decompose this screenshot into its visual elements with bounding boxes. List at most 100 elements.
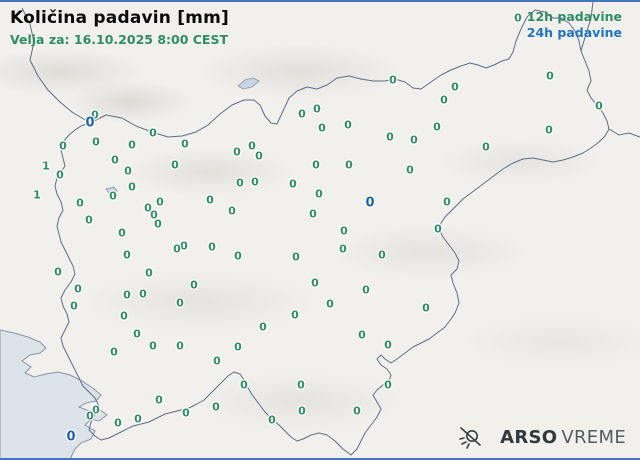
arso-text: ARSO (500, 426, 558, 448)
station-12h-value: 0 (248, 139, 256, 153)
station-12h-value: 0 (233, 145, 241, 159)
station-12h-value: 0 (144, 201, 152, 215)
station-12h-value: 0 (154, 217, 162, 231)
station-12h-value: 0 (234, 249, 242, 263)
station-12h-value: 0 (181, 137, 189, 151)
station-12h-value: 0 (482, 140, 490, 154)
station-12h-value: 0 (358, 328, 366, 342)
station-12h-value: 0 (312, 158, 320, 172)
station-12h-value: 0 (345, 158, 353, 172)
station-12h-value: 0 (251, 175, 259, 189)
station-12h-value: 0 (86, 409, 94, 423)
station-12h-value: 0 (545, 123, 553, 137)
station-12h-value: 0 (176, 339, 184, 353)
station-12h-value: 0 (440, 93, 448, 107)
station-12h-value: 0 (134, 412, 142, 426)
station-12h-value: 0 (111, 153, 119, 167)
station-12h-value: 0 (92, 403, 100, 417)
station-12h-value: 0 (384, 338, 392, 352)
station-12h-value: 0 (595, 99, 603, 113)
station-12h-value: 0 (297, 378, 305, 392)
station-12h-value: 0 (70, 299, 78, 313)
station-12h-value: 0 (182, 406, 190, 420)
lake-woerthersee (237, 77, 260, 90)
station-12h-value: 0 (313, 102, 321, 116)
station-12h-value: 0 (120, 309, 128, 323)
station-12h-value: 0 (433, 120, 441, 134)
legend-24h-padavine[interactable]: 24h padavine (526, 25, 622, 40)
station-12h-value: 0 (212, 400, 220, 414)
arso-branding: ARSO VREME (457, 424, 626, 450)
station-12h-value: 0 (128, 180, 136, 194)
station-12h-value: 0 (410, 133, 418, 147)
station-12h-value: 0 (268, 413, 276, 427)
station-12h-value: 0 (190, 278, 198, 292)
vreme-text: VREME (561, 426, 626, 448)
station-12h-value: 0 (546, 69, 554, 83)
station-12h-value: 0 (128, 138, 136, 152)
station-12h-value: 0 (434, 222, 442, 236)
station-12h-value: 0 (340, 224, 348, 238)
italy-austria-border (21, 7, 91, 124)
station-12h-value: 0 (118, 226, 126, 240)
station-12h-value: 0 (85, 213, 93, 227)
station-12h-value: 0 (109, 189, 117, 203)
lake-bled (105, 186, 118, 194)
weather-sun-icon (459, 427, 481, 449)
station-12h-value: 0 (54, 265, 62, 279)
station-12h-value: 0 (149, 339, 157, 353)
station-12h-value: 0 (156, 195, 164, 209)
station-12h-value: 0 (176, 296, 184, 310)
station-12h-value: 0 (289, 177, 297, 191)
station-12h-value: 0 (298, 107, 306, 121)
station-12h-value: 0 (59, 139, 67, 153)
station-12h-value: 0 (339, 242, 347, 256)
station-12h-value: 0 (173, 242, 181, 256)
map-valid-time: Velja za: 16.10.2025 8:00 CEST (10, 32, 228, 47)
station-12h-value: 0 (315, 187, 323, 201)
station-12h-value: 0 (298, 404, 306, 418)
station-12h-value: 0 (259, 320, 267, 334)
station-12h-value: 0 (123, 288, 131, 302)
station-12h-value: 0 (133, 327, 141, 341)
station-12h-value: 0 (56, 168, 64, 182)
station-12h-value: 0 (326, 297, 334, 311)
station-12h-value: 0 (150, 208, 158, 222)
station-12h-value: 0 (389, 73, 397, 87)
station-12h-value: 0 (155, 393, 163, 407)
station-12h-value: 0 (451, 80, 459, 94)
station-12h-value: 0 (386, 130, 394, 144)
station-12h-value: 0 (234, 340, 242, 354)
station-12h-value: 0 (76, 196, 84, 210)
station-12h-value: 0 (443, 195, 451, 209)
station-12h-value: 0 (291, 308, 299, 322)
station-12h-value: 0 (292, 250, 300, 264)
station-24h-value: 0 (85, 115, 95, 131)
station-24h-value: 0 (365, 195, 375, 211)
station-12h-value: 0 (92, 135, 100, 149)
station-12h-value: 0 (139, 287, 147, 301)
station-12h-value: 0 (124, 164, 132, 178)
station-12h-value: 1 (33, 188, 41, 202)
arso-wordmark: ARSO VREME (500, 427, 626, 448)
station-12h-value: 0 (318, 121, 326, 135)
station-12h-value: 0 (384, 378, 392, 392)
station-12h-value: 0 (206, 193, 214, 207)
station-12h-value: 0 (362, 283, 370, 297)
station-12h-value: 0 (123, 248, 131, 262)
station-12h-value: 0 (114, 416, 122, 430)
station-12h-value: 0 (236, 176, 244, 190)
station-12h-value: 0 (344, 118, 352, 132)
legend: 12h padavine 24h padavine (527, 9, 622, 41)
station-12h-value: 0 (422, 301, 430, 315)
station-12h-value: 1 (42, 159, 50, 173)
station-12h-value: 0 (311, 276, 319, 290)
station-12h-value: 0 (74, 282, 82, 296)
legend-12h-padavine[interactable]: 12h padavine (526, 9, 622, 24)
adriatic-sea (0, 329, 108, 458)
station-12h-value: 0 (353, 404, 361, 418)
station-12h-value: 0 (149, 126, 157, 140)
station-12h-value: 0 (406, 163, 414, 177)
